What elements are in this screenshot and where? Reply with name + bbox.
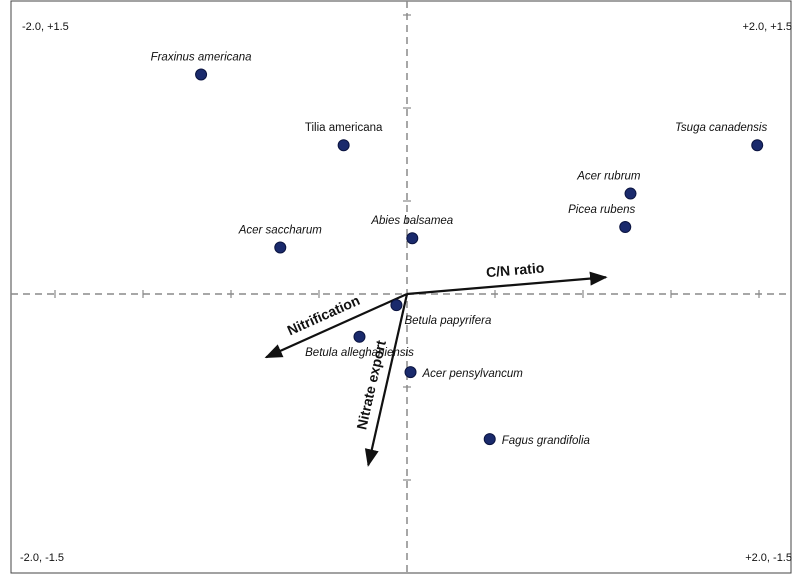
species-point [751, 139, 764, 152]
species-point [483, 433, 496, 446]
species-label: Tsuga canadensis [675, 122, 768, 134]
species-label: Fraxinus americana [151, 52, 252, 64]
species-label: Picea rubens [568, 204, 635, 216]
species-point [195, 68, 208, 81]
species-label: Fagus grandifolia [502, 435, 590, 447]
vector-arrow-1 [264, 292, 408, 359]
corner-label-bottom-right: +2.0, -1.5 [745, 552, 792, 564]
corner-label-top-right: +2.0, +1.5 [742, 21, 792, 33]
species-label: Abies balsamea [370, 215, 453, 227]
species-point [624, 187, 637, 200]
species-points: Fraxinus americana Tilia americana Tsuga c… [151, 52, 768, 448]
species-point [390, 299, 403, 312]
plot-frame [10, 0, 792, 574]
species-point [404, 366, 417, 379]
corner-label-bottom-left: -2.0, -1.5 [20, 552, 64, 564]
species-label: Acer saccharum [238, 225, 323, 237]
species-label: Betula papyrifera [404, 315, 491, 327]
species-label: Tilia americana [305, 122, 383, 134]
axes [11, 1, 791, 573]
vector-label: C/N ratio [485, 259, 544, 280]
species-point [406, 232, 419, 245]
corner-label-top-left: -2.0, +1.5 [22, 21, 69, 33]
species-label: Acer pensylvancum [422, 368, 524, 380]
species-point [353, 330, 366, 343]
species-label: Acer rubrum [576, 171, 641, 183]
species-point [337, 139, 350, 152]
vector-arrow-0 [406, 271, 608, 296]
vector-arrow-2 [364, 293, 409, 467]
species-point [619, 221, 632, 234]
species-label: Betula alleghaniensis [305, 347, 414, 359]
species-point [274, 241, 287, 254]
